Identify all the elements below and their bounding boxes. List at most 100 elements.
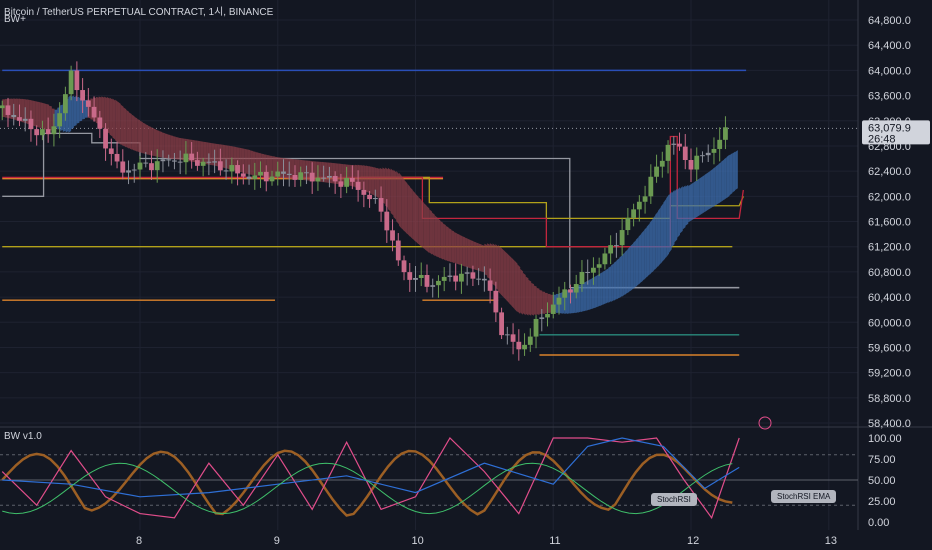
candle-body: [252, 175, 258, 179]
trend-cloud-segment: [443, 223, 446, 261]
trend-cloud-segment: [134, 116, 138, 152]
oscillator-name: BW v1.0: [4, 431, 42, 442]
trend-cloud-segment: [302, 160, 306, 181]
trend-cloud-segment: [506, 252, 510, 304]
price-tick-label: 62,400.0: [868, 166, 911, 178]
candle-body: [453, 275, 459, 282]
trend-cloud-segment: [668, 191, 672, 253]
trend-cloud-segment: [112, 98, 116, 140]
stochrsi-label: StochRSI: [651, 493, 697, 506]
trend-cloud-segment: [432, 212, 435, 257]
candle-body: [97, 117, 103, 129]
trend-cloud-segment: [104, 96, 107, 131]
trend-cloud-segment: [398, 172, 402, 229]
trend-cloud-segment: [79, 97, 83, 122]
bar-countdown: 26:48: [868, 133, 896, 145]
osc-green-line: [2, 462, 733, 515]
trend-cloud-segment: [674, 188, 678, 243]
time-tick-label: 13: [825, 535, 837, 547]
candle-body: [596, 264, 602, 268]
candle-body: [493, 290, 499, 313]
trend-cloud-segment: [197, 140, 201, 164]
trend-cloud-segment: [693, 180, 697, 219]
candle-body: [160, 159, 166, 162]
candle-body: [711, 148, 717, 153]
candle-body: [527, 336, 533, 345]
trend-cloud-segment: [445, 225, 449, 262]
candle-body: [80, 90, 86, 101]
osc-series-stochrsi: [1, 437, 740, 520]
trend-cloud-segment: [685, 184, 689, 226]
trend-cloud-segment: [393, 169, 397, 220]
trend-cloud-segment: [437, 218, 441, 259]
trend-cloud-segment: [241, 148, 245, 174]
candle-body: [447, 275, 453, 277]
trend-cloud-segment: [498, 244, 501, 295]
candle-body: [591, 267, 596, 273]
candle-body: [631, 209, 637, 218]
trend-cloud-segment: [95, 96, 99, 124]
candle-body: [332, 175, 338, 182]
trend-cloud-segment: [649, 219, 653, 275]
candle-body: [34, 129, 40, 136]
candle-body: [229, 165, 235, 172]
trend-cloud-segment: [713, 166, 716, 207]
candle-body: [200, 161, 206, 166]
trend-cloud-segment: [126, 109, 129, 149]
trend-cloud-segment: [682, 185, 686, 230]
trend-cloud-segment: [396, 170, 399, 225]
trend-cloud-segment: [68, 95, 72, 133]
candle-body: [378, 198, 384, 212]
trend-cloud-segment: [503, 250, 507, 301]
trend-cloud-segment: [704, 172, 708, 212]
trend-cloud-segment: [54, 109, 58, 128]
candle-body: [154, 161, 160, 171]
candle-body: [510, 334, 516, 342]
candle-body: [217, 161, 223, 171]
candle-body: [286, 173, 292, 175]
time-tick-label: 11: [549, 535, 560, 547]
candle-body: [424, 274, 430, 287]
price-tick-label: 60,800.0: [868, 267, 911, 279]
candle-body: [401, 260, 407, 273]
trend-cloud-segment: [387, 167, 391, 212]
candle-body: [5, 105, 11, 115]
candle-body: [619, 230, 625, 246]
candle-body: [263, 171, 269, 182]
candle-body: [395, 240, 401, 261]
trend-cloud-segment: [181, 138, 185, 161]
trend-cloud-segment: [470, 240, 474, 270]
candle-body: [0, 105, 5, 109]
candle-body: [613, 245, 619, 247]
trend-cloud-segment: [691, 182, 694, 221]
event-marker-icon[interactable]: [758, 416, 772, 430]
candle-body: [568, 289, 573, 293]
trend-cloud-segment: [666, 194, 669, 258]
trend-cloud-segment: [454, 231, 457, 264]
candle-body: [464, 272, 470, 274]
trend-cloud-segment: [732, 151, 736, 193]
candle-body: [45, 129, 51, 135]
trend-cloud-segment: [495, 243, 499, 291]
trend-cloud-segment: [699, 176, 703, 216]
trend-cloud-segment: [10, 98, 14, 120]
candle-body: [700, 155, 705, 157]
candle-body: [189, 153, 195, 161]
candle-body: [40, 129, 45, 136]
trend-cloud-segment: [478, 243, 482, 272]
trend-cloud-segment: [671, 189, 675, 248]
candle-body: [143, 162, 149, 164]
candle-body: [269, 176, 275, 182]
trend-cloud-segment: [324, 162, 328, 183]
candle-body: [602, 253, 608, 265]
trend-cloud-segment: [379, 167, 383, 201]
trend-cloud-segment: [583, 281, 587, 312]
candle-body: [430, 285, 436, 287]
price-tick-label: 61,600.0: [868, 217, 911, 229]
candle-body: [418, 274, 424, 278]
candle-body: [441, 276, 447, 281]
trend-cloud-segment: [465, 237, 468, 268]
candle-body: [671, 143, 677, 145]
trend-cloud-segment: [608, 266, 612, 303]
